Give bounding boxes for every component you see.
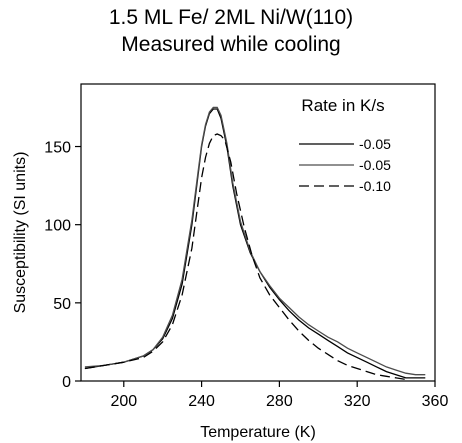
legend-label-2: -0.05: [359, 157, 391, 173]
y-tick-label: 100: [44, 218, 71, 235]
x-tick-label: 320: [344, 393, 371, 410]
legend: Rate in K/s -0.05 -0.05 -0.10: [299, 96, 391, 194]
y-axis-label: Susceptibility (SI units): [12, 152, 29, 314]
legend-label-1: -0.05: [359, 136, 391, 152]
y-tick-label: 0: [62, 374, 71, 391]
x-tick-label: 200: [110, 393, 137, 410]
chart-title: 1.5 ML Fe/ 2ML Ni/W(110): [108, 6, 354, 29]
x-tick-label: 360: [422, 393, 449, 410]
legend-title: Rate in K/s: [301, 96, 384, 115]
x-tick-label: 240: [188, 393, 215, 410]
legend-label-3: -0.10: [359, 178, 391, 194]
plot-frame: [80, 83, 436, 382]
x-tick-label: 280: [266, 393, 293, 410]
series-line-3: [84, 133, 406, 381]
y-tick-label: 50: [53, 296, 71, 313]
series-line-1: [84, 108, 426, 379]
x-axis-label: Temperature (K): [200, 424, 316, 441]
series-layer: [84, 106, 426, 381]
y-tick-label: 150: [44, 140, 71, 157]
chart-subtitle: Measured while cooling: [121, 33, 341, 56]
ticks-layer: 200 240 280 320 360 0 50 100 150: [44, 140, 448, 410]
series-line-2: [84, 106, 426, 376]
